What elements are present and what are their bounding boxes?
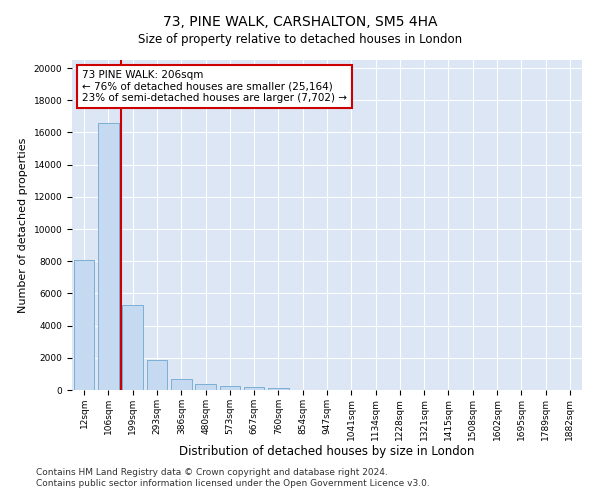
Bar <box>195 384 216 390</box>
Text: 73 PINE WALK: 206sqm
← 76% of detached houses are smaller (25,164)
23% of semi-d: 73 PINE WALK: 206sqm ← 76% of detached h… <box>82 70 347 103</box>
Y-axis label: Number of detached properties: Number of detached properties <box>18 138 28 312</box>
Bar <box>268 388 289 390</box>
X-axis label: Distribution of detached houses by size in London: Distribution of detached houses by size … <box>179 446 475 458</box>
Bar <box>146 360 167 390</box>
Bar <box>98 123 119 390</box>
Bar <box>122 304 143 390</box>
Bar <box>74 260 94 390</box>
Text: Contains HM Land Registry data © Crown copyright and database right 2024.
Contai: Contains HM Land Registry data © Crown c… <box>36 468 430 487</box>
Text: 73, PINE WALK, CARSHALTON, SM5 4HA: 73, PINE WALK, CARSHALTON, SM5 4HA <box>163 15 437 29</box>
Bar <box>171 378 191 390</box>
Bar <box>220 386 240 390</box>
Bar <box>244 387 265 390</box>
Text: Size of property relative to detached houses in London: Size of property relative to detached ho… <box>138 32 462 46</box>
